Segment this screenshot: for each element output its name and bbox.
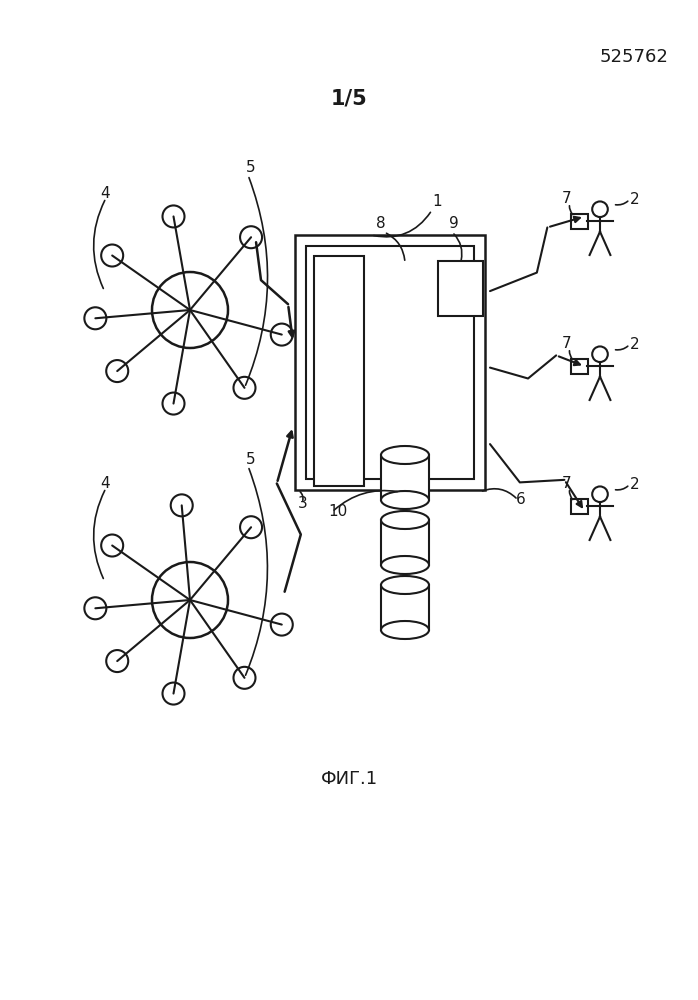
Text: 4: 4	[100, 186, 110, 200]
Ellipse shape	[381, 621, 429, 639]
Text: ФИГ.1: ФИГ.1	[320, 770, 378, 788]
Text: 9: 9	[449, 217, 459, 232]
Circle shape	[106, 360, 128, 382]
Circle shape	[171, 494, 193, 516]
Bar	[572, 214, 588, 229]
Circle shape	[101, 535, 123, 557]
Bar	[381, 520, 429, 565]
Text: 6: 6	[516, 492, 526, 508]
Circle shape	[152, 562, 228, 638]
Text: 4: 4	[100, 476, 110, 490]
Bar	[381, 455, 429, 500]
Bar	[572, 359, 588, 374]
Circle shape	[84, 597, 106, 619]
Text: 7: 7	[562, 476, 572, 491]
Bar	[295, 235, 485, 490]
Circle shape	[163, 683, 184, 705]
Circle shape	[240, 226, 262, 248]
Text: 10: 10	[328, 504, 347, 520]
Text: 7: 7	[562, 191, 572, 206]
Circle shape	[163, 393, 184, 415]
Text: 3: 3	[298, 495, 308, 510]
Text: 2: 2	[630, 477, 639, 492]
Bar	[306, 246, 474, 479]
Text: 1/5: 1/5	[331, 88, 367, 108]
Circle shape	[234, 377, 255, 399]
Ellipse shape	[381, 511, 429, 529]
Bar	[381, 585, 429, 630]
Bar	[314, 256, 364, 486]
Bar	[572, 499, 588, 514]
Circle shape	[163, 205, 184, 227]
Text: 2: 2	[630, 337, 639, 352]
Circle shape	[240, 516, 262, 538]
Circle shape	[101, 245, 123, 267]
Circle shape	[271, 614, 292, 636]
Bar	[438, 261, 483, 316]
Ellipse shape	[381, 446, 429, 464]
Text: 7: 7	[562, 336, 572, 351]
Text: 5: 5	[246, 452, 255, 468]
Text: 8: 8	[376, 217, 385, 232]
Text: 1: 1	[432, 194, 442, 210]
Ellipse shape	[381, 576, 429, 594]
Text: 2: 2	[630, 192, 639, 207]
Ellipse shape	[381, 491, 429, 509]
Circle shape	[84, 307, 106, 329]
Text: 5: 5	[246, 160, 255, 176]
Circle shape	[234, 667, 255, 689]
Circle shape	[106, 650, 128, 672]
Circle shape	[271, 324, 292, 346]
Text: 525762: 525762	[599, 48, 668, 66]
Circle shape	[152, 272, 228, 348]
Ellipse shape	[381, 556, 429, 574]
